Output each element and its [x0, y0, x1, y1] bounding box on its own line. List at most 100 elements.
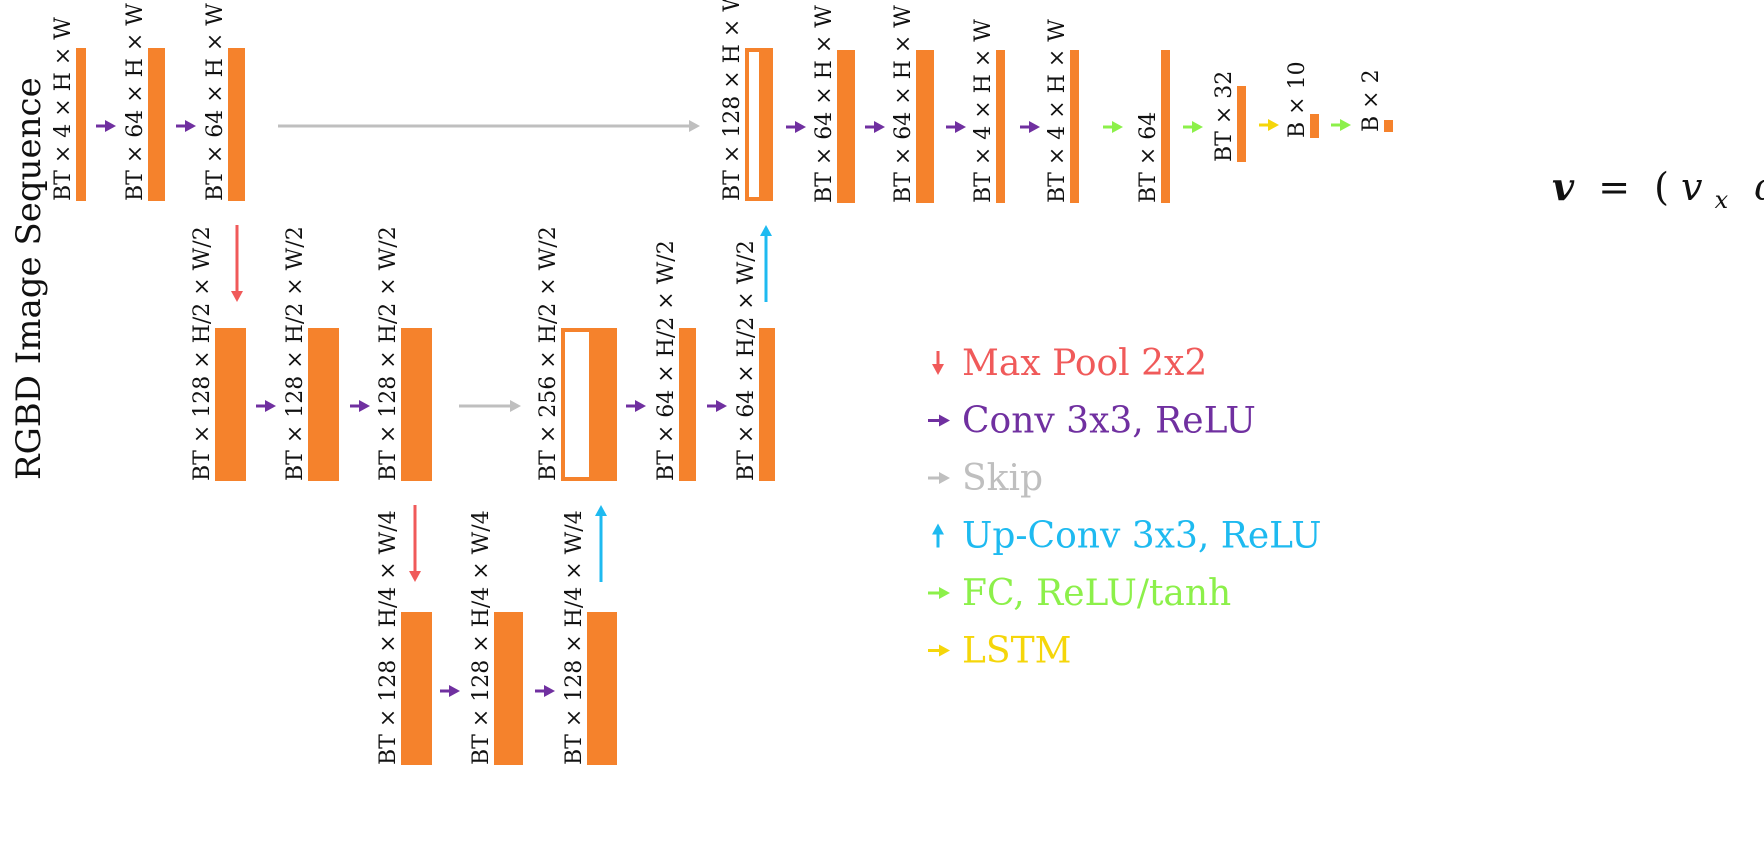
tensor-block: BT × 32 [1212, 71, 1246, 162]
tensor-bar [996, 50, 1005, 203]
lstm-legend-icon [928, 644, 950, 657]
legend-label: FC, ReLU/tanh [962, 573, 1231, 614]
arrows-layer [96, 119, 1351, 697]
tensor-block: BT × 64 × H/2 × W/2 [654, 240, 696, 481]
tensor-bar [401, 328, 432, 481]
legend-item-fc: FC, ReLU/tanh [928, 573, 1231, 614]
tensor-bar [916, 50, 934, 203]
legend-item-skip: Skip [928, 458, 1043, 499]
output-equals: = [1598, 165, 1630, 209]
legend-label: Conv 3x3, ReLU [962, 401, 1256, 442]
tensor-bar [308, 328, 339, 481]
conv-arrow [96, 120, 116, 132]
legend-label: Up-Conv 3x3, ReLU [962, 516, 1321, 557]
conv-arrow [440, 685, 460, 697]
tensor-block: BT × 64 × H × W [891, 5, 934, 203]
skip-arrow [278, 120, 700, 132]
tensor-block: BT × 128 × H/4 × W/4 [562, 510, 617, 765]
tensor-shape-label: BT × 64 × H × W [203, 3, 228, 201]
output-wz-symbol: ω [1754, 165, 1764, 209]
legend: Max Pool 2x2 Conv 3x3, ReLU Skip Up-Conv 3x… [928, 343, 1321, 672]
conv-arrow [176, 120, 196, 132]
tensor-bar [1384, 120, 1393, 132]
tensor-shape-label: BT × 128 × H/4 × W/4 [469, 510, 494, 765]
conv-arrow [786, 121, 806, 133]
tensor-block: BT × 64 × H × W [203, 3, 245, 201]
tensor-block: BT × 64 × H × W [123, 3, 165, 201]
blocks-layer: BT × 4 × H × W BT × 64 × H × W BT × 64 × H… [51, 0, 1393, 765]
tensor-bar [148, 48, 165, 201]
upconv-legend-icon [932, 523, 944, 548]
tensor-shape-label: BT × 128 × H/2 × W/2 [376, 226, 401, 481]
output-formula: v = ( v x ω z ) [1552, 164, 1764, 217]
legend-label: LSTM [962, 631, 1071, 672]
diagram-title: RGBD Image Sequence [9, 77, 49, 480]
tensor-block: BT × 128 × H/4 × W/4 [469, 510, 523, 765]
tensor-bar [1237, 86, 1246, 162]
tensor-block: BT × 64 × H × W [812, 5, 855, 203]
maxpool-legend-icon [932, 351, 944, 375]
output-vx-subscript: x [1715, 186, 1729, 214]
tensor-block: BT × 4 × H × W [1045, 19, 1079, 203]
tensor-shape-label: BT × 128 × H/4 × W/4 [376, 510, 401, 765]
tensor-shape-label: BT × 64 × H/2 × W/2 [654, 240, 679, 481]
fc-arrow [1103, 121, 1123, 133]
tensor-shape-label: BT × 256 × H/2 × W/2 [536, 226, 561, 481]
legend-label: Skip [962, 458, 1043, 499]
open-paren: ( [1654, 165, 1669, 209]
tensor-block: BT × 4 × H × W [971, 19, 1005, 203]
tensor-shape-label: B × 2 [1359, 69, 1384, 132]
concat-skip-portion [749, 52, 759, 197]
conv-arrow [865, 121, 885, 133]
legend-item-upconv: Up-Conv 3x3, ReLU [932, 516, 1321, 557]
conv-arrow [946, 121, 966, 133]
tensor-bar [494, 612, 523, 765]
tensor-shape-label: B × 10 [1285, 61, 1310, 138]
conv-legend-icon [928, 414, 950, 427]
tensor-shape-label: BT × 128 × H/4 × W/4 [562, 510, 587, 765]
tensor-block: BT × 128 × H/2 × W/2 [190, 226, 246, 481]
tensor-block: BT × 128 × H/2 × W/2 [376, 226, 432, 481]
tensor-shape-label: BT × 128 × H/2 × W/2 [283, 226, 308, 481]
tensor-block: BT × 4 × H × W [51, 17, 86, 201]
maxpool-arrow [231, 225, 243, 302]
concat-skip-portion [565, 332, 589, 477]
tensor-shape-label: BT × 128 × H × W [720, 0, 745, 201]
tensor-block: BT × 256 × H/2 × W/2 [536, 226, 617, 481]
tensor-bar [1310, 114, 1319, 138]
legend-item-lstm: LSTM [928, 631, 1071, 672]
conv-arrow [535, 685, 555, 697]
legend-item-maxpool: Max Pool 2x2 [932, 343, 1207, 384]
tensor-bar [587, 612, 617, 765]
tensor-block: BT × 128 × H × W [720, 0, 773, 201]
tensor-block: BT × 128 × H/4 × W/4 [376, 510, 432, 765]
tensor-shape-label: BT × 64 × H × W [891, 5, 916, 203]
conv-arrow [350, 400, 370, 412]
tensor-block: BT × 64 × H/2 × W/2 [734, 240, 775, 481]
skip-legend-icon [928, 472, 950, 484]
tensor-bar [1070, 50, 1079, 203]
conv-arrow [626, 400, 646, 412]
legend-item-conv: Conv 3x3, ReLU [928, 401, 1256, 442]
tensor-block: BT × 64 [1136, 50, 1170, 203]
upconv-arrow [760, 225, 772, 302]
tensor-bar [679, 328, 696, 481]
tensor-bar [837, 50, 855, 203]
tensor-shape-label: BT × 64 [1136, 112, 1161, 203]
tensor-bar [76, 48, 86, 201]
fc-legend-icon [928, 587, 950, 599]
tensor-bar [759, 328, 775, 481]
tensor-bar [1161, 50, 1170, 203]
maxpool-arrow [409, 505, 421, 582]
conv-arrow [256, 400, 276, 412]
tensor-bar [215, 328, 246, 481]
upconv-arrow [595, 505, 607, 582]
tensor-shape-label: BT × 128 × H/2 × W/2 [190, 226, 215, 481]
legend-label: Max Pool 2x2 [962, 343, 1207, 384]
tensor-shape-label: BT × 4 × H × W [1045, 19, 1070, 203]
tensor-bar [401, 612, 432, 765]
tensor-shape-label: BT × 64 × H × W [812, 5, 837, 203]
tensor-block: B × 2 [1359, 69, 1393, 132]
fc-arrow [1331, 119, 1351, 131]
